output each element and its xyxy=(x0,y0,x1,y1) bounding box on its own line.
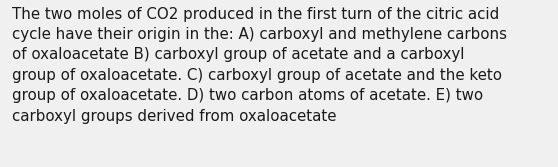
Text: The two moles of CO2 produced in the first turn of the citric acid
cycle have th: The two moles of CO2 produced in the fir… xyxy=(12,7,507,124)
